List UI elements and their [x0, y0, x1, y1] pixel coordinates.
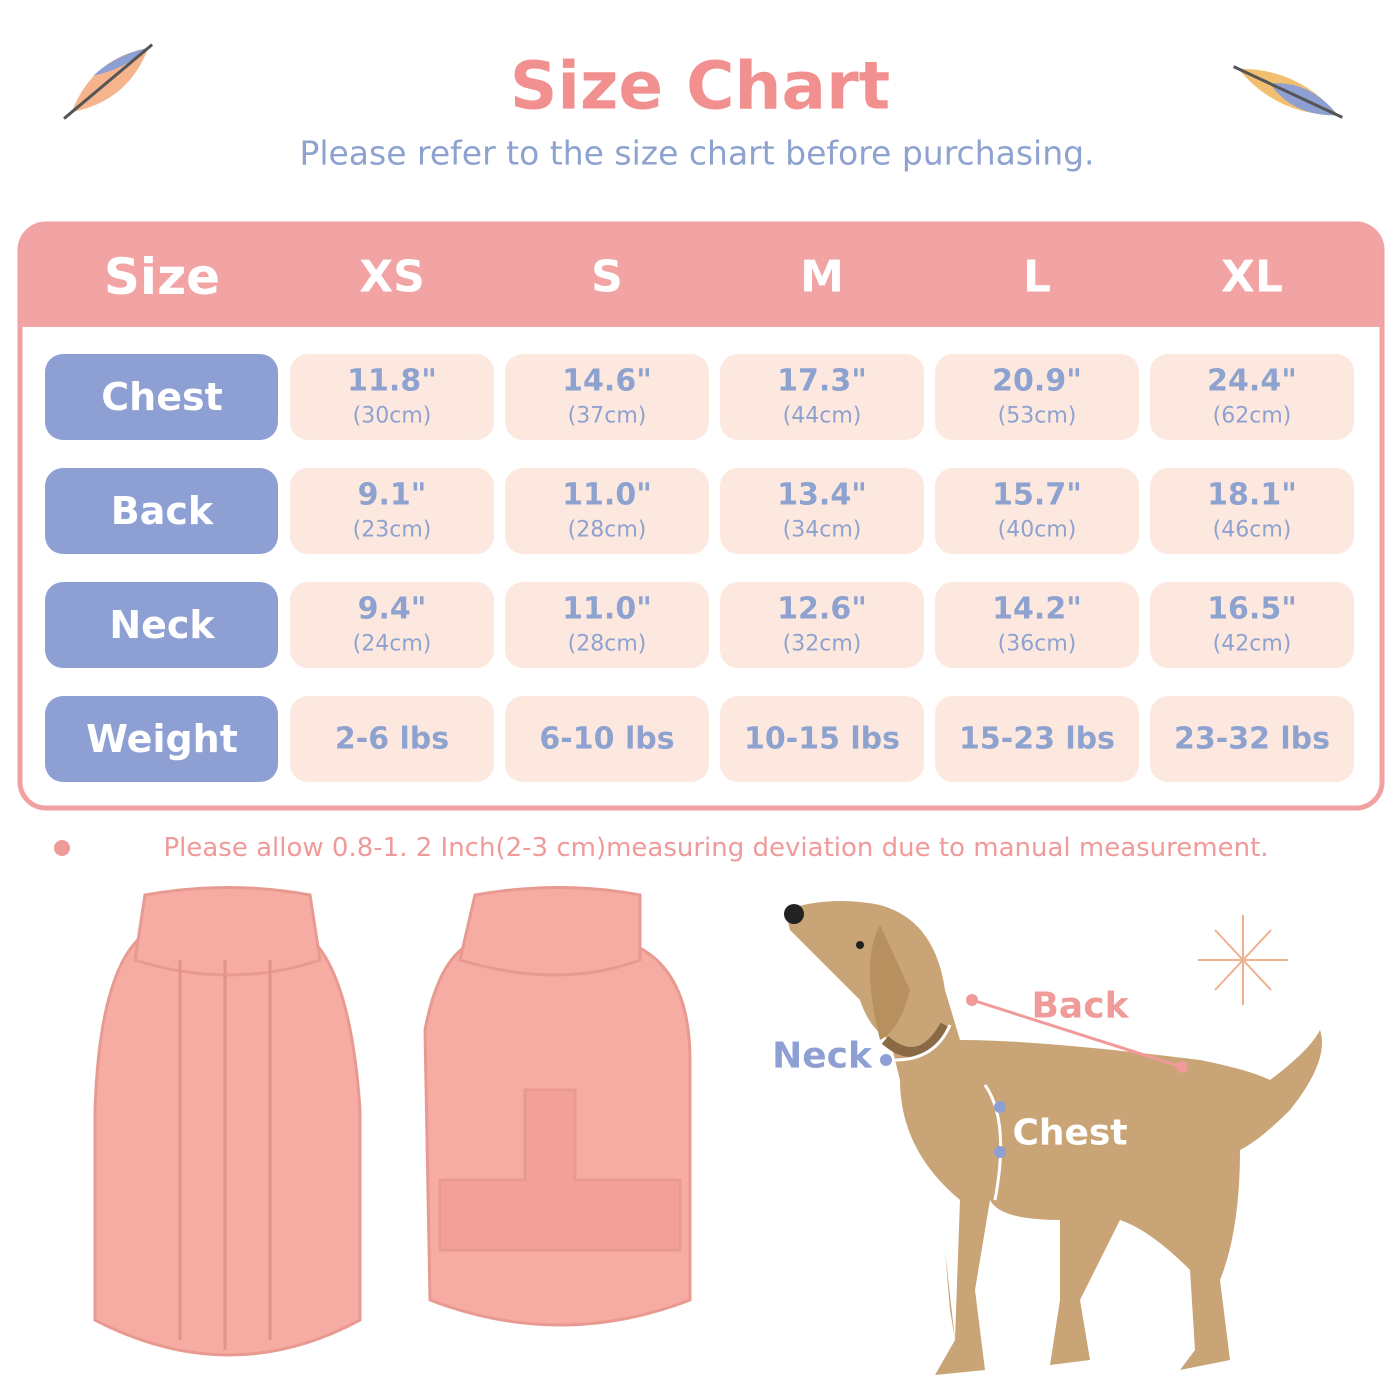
sparkle — [1198, 915, 1288, 1005]
cell-box — [720, 354, 924, 440]
cell-inch: 13.4" — [777, 477, 867, 513]
label-neck: Neck — [772, 1035, 872, 1077]
table-header-band — [20, 224, 1382, 327]
note-dot — [54, 840, 70, 856]
cell-inch: 11.0" — [562, 477, 652, 513]
cell-cm: (44cm) — [782, 403, 862, 429]
subtitle: Please refer to the size chart before pu… — [299, 133, 1095, 173]
column-header: L — [1022, 251, 1052, 303]
cell-inch: 18.1" — [1207, 477, 1297, 513]
cell-box — [720, 582, 924, 668]
cell-box — [505, 354, 709, 440]
cell-cm: (40cm) — [997, 517, 1077, 543]
cell-box — [720, 468, 924, 554]
cell-cm: (34cm) — [782, 517, 862, 543]
feather-left — [63, 43, 154, 120]
cell-box — [1150, 354, 1354, 440]
column-header: S — [591, 251, 623, 303]
row-label: Back — [110, 489, 214, 533]
cell-text: 15-23 lbs — [958, 721, 1116, 757]
cell-box — [1150, 696, 1354, 782]
cell-inch: 16.5" — [1207, 591, 1297, 627]
cell-inch: 14.6" — [562, 363, 652, 399]
cell-box — [720, 696, 924, 782]
cell-inch: 11.0" — [562, 591, 652, 627]
row-label: Neck — [109, 603, 215, 647]
label-chest: Chest — [1012, 1112, 1128, 1154]
column-header: M — [800, 251, 844, 303]
cell-inch: 20.9" — [992, 363, 1082, 399]
cell-box — [1150, 582, 1354, 668]
cell-inch: 14.2" — [992, 591, 1082, 627]
cell-cm: (53cm) — [997, 403, 1077, 429]
cell-box — [290, 582, 494, 668]
cell-cm: (24cm) — [352, 631, 432, 657]
cell-box — [505, 468, 709, 554]
sweater-back — [423, 886, 692, 1327]
cell-box — [290, 468, 494, 554]
cell-box — [505, 696, 709, 782]
cell-box — [935, 696, 1139, 782]
cell-cm: (28cm) — [567, 517, 647, 543]
cell-inch: 15.7" — [992, 477, 1082, 513]
note: Please allow 0.8-1. 2 Inch(2-3 cm)measur… — [163, 833, 1269, 863]
cell-cm: (42cm) — [1212, 631, 1292, 657]
cell-cm: (62cm) — [1212, 403, 1292, 429]
cell-box — [1150, 468, 1354, 554]
cell-inch: 12.6" — [777, 591, 867, 627]
row-label-box — [45, 582, 278, 668]
cell-box — [290, 696, 494, 782]
column-header: Size — [103, 248, 221, 306]
cell-cm: (32cm) — [782, 631, 862, 657]
cell-text: 10-15 lbs — [743, 721, 901, 757]
sweater-front — [93, 886, 362, 1357]
feather-right — [1232, 65, 1344, 119]
column-header: XL — [1221, 251, 1283, 303]
cell-inch: 24.4" — [1207, 363, 1297, 399]
cell-cm: (28cm) — [567, 631, 647, 657]
cell-cm: (30cm) — [352, 403, 432, 429]
row-label-box — [45, 468, 278, 554]
row-label-box — [45, 696, 278, 782]
cell-inch: 17.3" — [777, 363, 867, 399]
cell-box — [505, 582, 709, 668]
row-label: Chest — [101, 375, 223, 419]
cell-text: 2-6 lbs — [334, 721, 450, 757]
dog — [784, 901, 1322, 1375]
cell-box — [935, 354, 1139, 440]
cell-text: 6-10 lbs — [539, 721, 675, 757]
cell-cm: (37cm) — [567, 403, 647, 429]
cell-inch: 9.1" — [357, 477, 427, 513]
column-header: XS — [359, 251, 425, 303]
cell-box — [290, 354, 494, 440]
cell-cm: (23cm) — [352, 517, 432, 543]
row-label-box — [45, 354, 278, 440]
label-back: Back — [1031, 985, 1129, 1027]
title: Size Chart — [509, 47, 891, 125]
cell-cm: (46cm) — [1212, 517, 1292, 543]
cell-inch: 9.4" — [357, 591, 427, 627]
row-label: Weight — [86, 717, 238, 761]
cell-box — [935, 468, 1139, 554]
cell-inch: 11.8" — [347, 363, 437, 399]
cell-cm: (36cm) — [997, 631, 1077, 657]
cell-box — [935, 582, 1139, 668]
cell-text: 23-32 lbs — [1173, 721, 1331, 757]
